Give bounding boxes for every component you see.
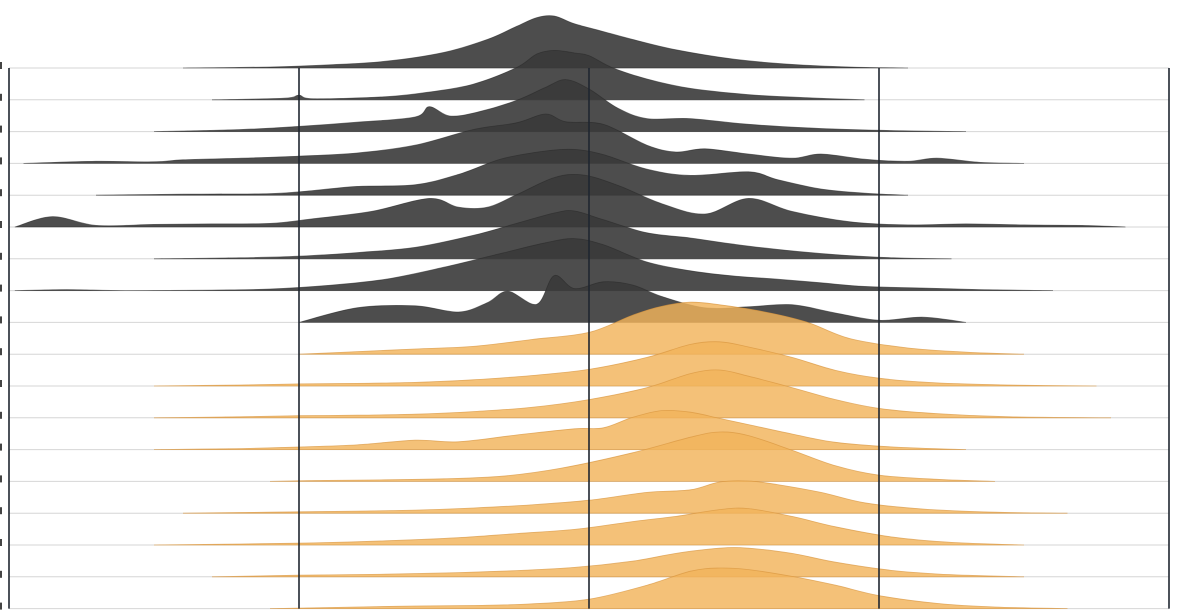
ridge-12 (153, 369, 1112, 419)
category-tick (0, 157, 2, 165)
ridge-3 (153, 79, 967, 132)
category-tick (0, 221, 2, 228)
category-tick (0, 570, 2, 578)
category-tick (0, 125, 2, 133)
category-tick (0, 411, 2, 419)
ridge-17 (211, 547, 1025, 578)
ridge-18 (269, 567, 1068, 609)
category-tick (0, 252, 2, 260)
category-tick (0, 539, 2, 546)
ridge-15 (182, 480, 1068, 514)
ridge-10 (298, 301, 1025, 355)
ridge-2 (211, 49, 865, 101)
ridge-6 (14, 173, 1126, 228)
category-tick (0, 380, 2, 387)
ridge-1 (182, 15, 909, 69)
category-tick (0, 284, 2, 292)
ridge-11 (153, 341, 1097, 387)
category-tick (0, 316, 2, 324)
ridge-7 (153, 210, 952, 260)
category-tick (0, 507, 2, 515)
ridge-4 (23, 113, 1025, 164)
category-tick (0, 475, 2, 483)
category-tick (0, 189, 2, 197)
ridge-14 (269, 431, 996, 482)
category-tick (0, 62, 2, 69)
ridge-8 (14, 238, 1054, 292)
ridge-16 (153, 507, 1025, 546)
category-tick (0, 93, 2, 101)
ridge-5 (95, 148, 909, 196)
category-tick (0, 348, 2, 356)
ridge-9 (298, 274, 967, 323)
category-tick (0, 443, 2, 451)
category-tick (0, 602, 2, 610)
